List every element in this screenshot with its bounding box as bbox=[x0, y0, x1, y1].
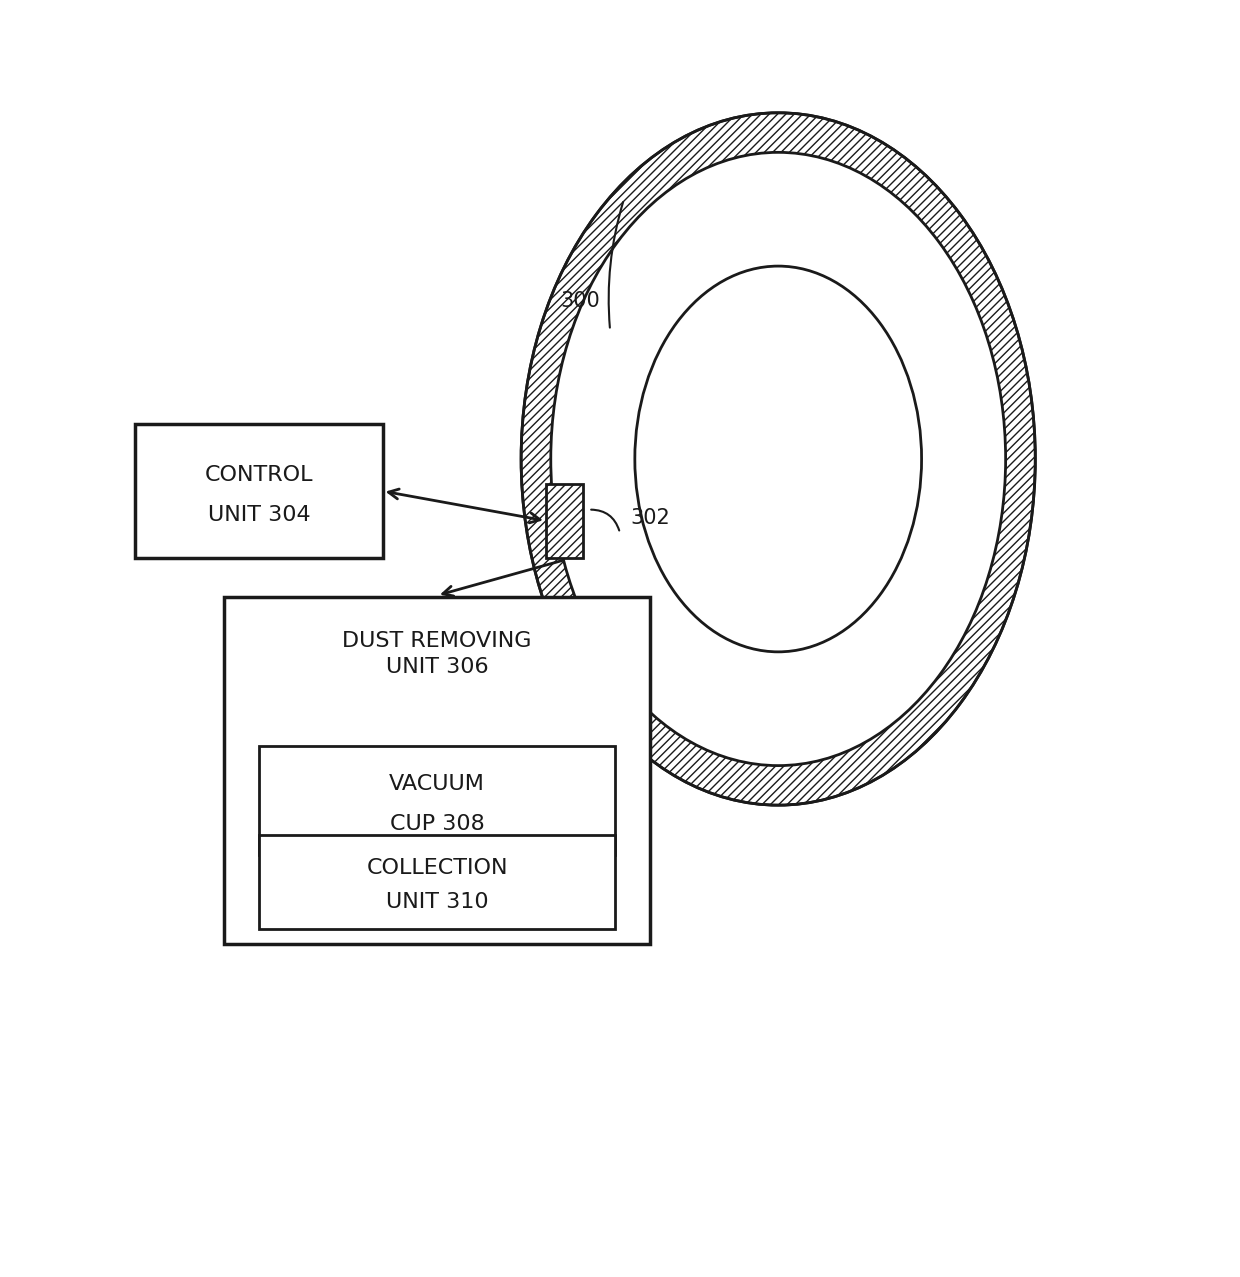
Bar bbox=[259, 835, 615, 928]
Bar bbox=[259, 746, 615, 854]
Ellipse shape bbox=[635, 266, 921, 651]
Text: UNIT 304: UNIT 304 bbox=[208, 506, 310, 525]
Text: 302: 302 bbox=[630, 508, 670, 529]
Text: COLLECTION: COLLECTION bbox=[366, 858, 508, 877]
Ellipse shape bbox=[610, 231, 946, 687]
Text: CONTROL: CONTROL bbox=[205, 465, 314, 485]
Text: DUST REMOVING: DUST REMOVING bbox=[342, 631, 532, 651]
Bar bbox=[224, 598, 650, 944]
Ellipse shape bbox=[521, 112, 1035, 806]
Text: VACUUM: VACUUM bbox=[389, 774, 485, 794]
Ellipse shape bbox=[551, 152, 1006, 766]
Bar bbox=[546, 484, 583, 558]
Text: 300: 300 bbox=[560, 291, 600, 310]
Bar bbox=[135, 424, 383, 558]
Bar bbox=[546, 484, 583, 558]
Text: UNIT 310: UNIT 310 bbox=[386, 893, 489, 913]
Text: CUP 308: CUP 308 bbox=[389, 815, 485, 834]
Text: UNIT 306: UNIT 306 bbox=[386, 656, 489, 677]
